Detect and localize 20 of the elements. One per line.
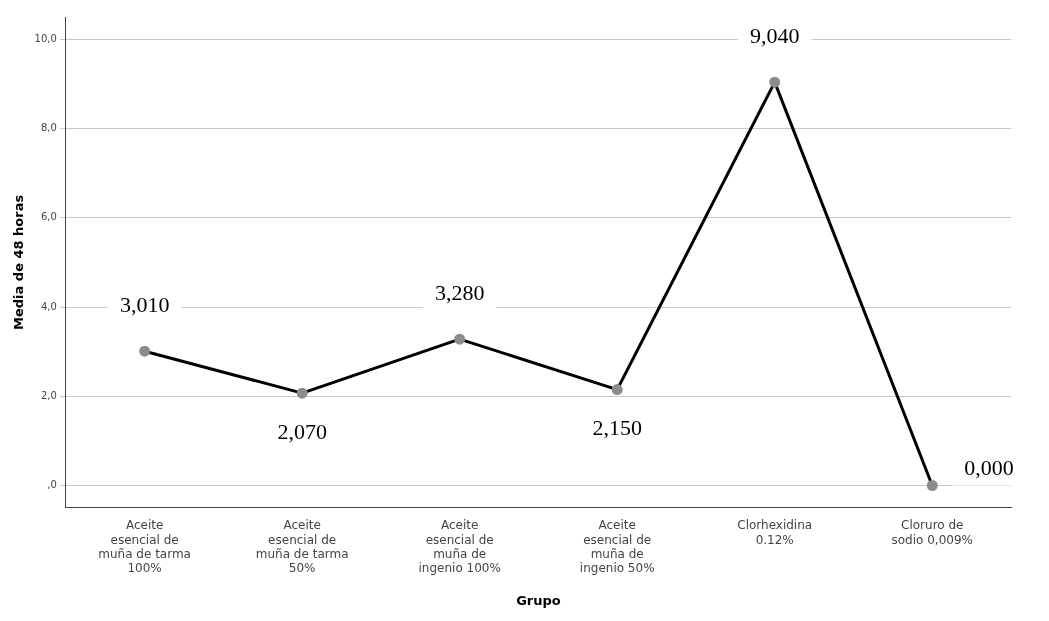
y-tick-label: ,0 — [47, 479, 57, 491]
x-tick-label: Cloruro de sodio 0,009% — [891, 518, 973, 547]
x-tick-label: Aceite esencial de muña de tarma 100% — [98, 518, 191, 576]
data-label: 0,000 — [964, 455, 1014, 481]
data-label: 2,150 — [592, 415, 642, 441]
y-tick-label: 2,0 — [40, 389, 57, 401]
x-tick-label: Aceite esencial de muña de tarma 50% — [255, 518, 349, 576]
y-tick-label: 4,0 — [40, 300, 57, 312]
x-tick-label: Clorhexidina 0.12% — [737, 518, 813, 547]
data-label: 3,010 — [119, 291, 170, 317]
y-axis-title: Media de 48 horas — [11, 194, 27, 330]
x-axis-title: Grupo — [516, 592, 561, 608]
y-tick-label: 6,0 — [40, 211, 57, 223]
y-tick-label: 8,0 — [40, 122, 57, 134]
data-label: 3,280 — [434, 279, 485, 305]
x-tick-label: Aceite esencial de muña de ingenio 100% — [418, 518, 501, 576]
data-label: 2,070 — [277, 418, 327, 444]
data-label: 9,040 — [749, 22, 800, 48]
x-tick-label: Aceite esencial de muña de ingenio 50% — [579, 518, 655, 576]
y-tick-label: 10,0 — [34, 32, 57, 44]
